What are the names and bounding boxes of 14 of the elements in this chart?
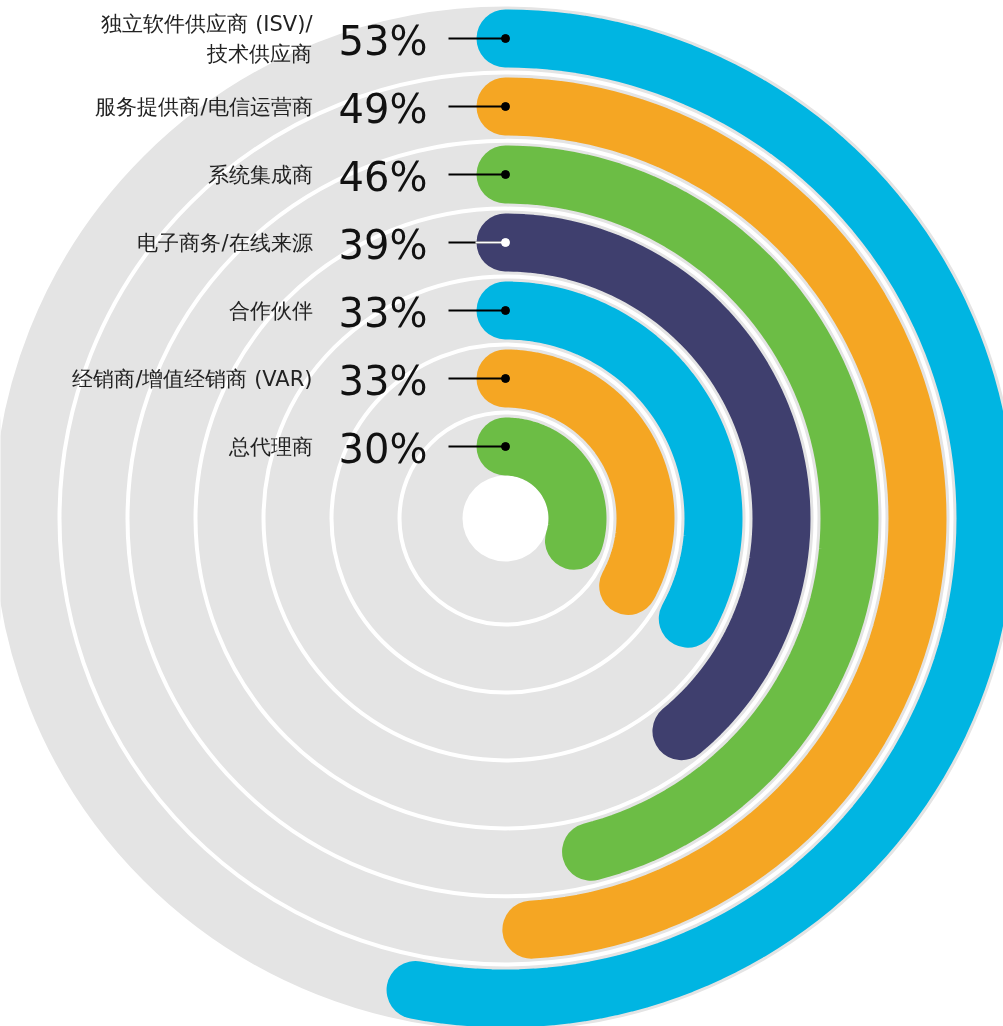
data-label: 49% bbox=[338, 85, 428, 132]
data-label: 53% bbox=[338, 17, 428, 64]
data-label: 46% bbox=[338, 153, 428, 200]
category-label: 经销商/增值经销商 (VAR) bbox=[72, 366, 313, 391]
category-label: 电子商务/在线来源 bbox=[137, 230, 313, 255]
category-label: 系统集成商 bbox=[207, 162, 313, 187]
category-label: 合作伙伴 bbox=[228, 298, 313, 323]
data-label: 30% bbox=[338, 425, 428, 472]
data-label: 39% bbox=[338, 221, 428, 268]
data-label: 33% bbox=[338, 289, 428, 336]
category-label: 总代理商 bbox=[227, 434, 313, 459]
category-label: 独立软件供应商 (ISV)/技术供应商 bbox=[101, 11, 314, 66]
data-label: 33% bbox=[338, 357, 428, 404]
category-label: 服务提供商/电信运营商 bbox=[95, 94, 313, 119]
